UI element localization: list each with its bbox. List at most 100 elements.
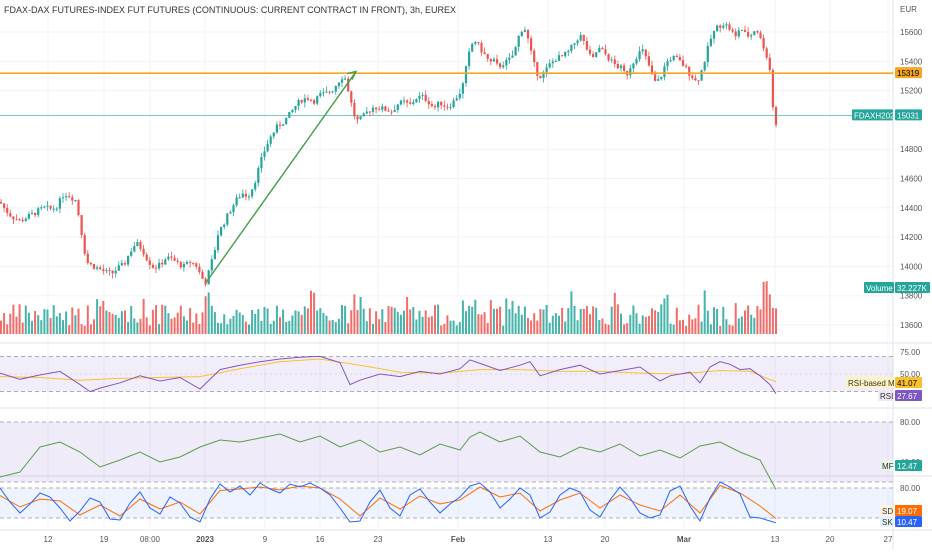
candle-body	[37, 208, 40, 216]
candle-body	[40, 207, 43, 209]
candle-body	[452, 100, 455, 108]
candle-body	[598, 47, 601, 53]
candle-body	[86, 253, 89, 264]
volume-bar	[279, 317, 281, 334]
candle-body	[96, 267, 99, 269]
volume-bar	[682, 319, 684, 334]
candle-body	[424, 94, 427, 102]
candle-body	[771, 70, 774, 108]
x-axis-label: 13	[544, 535, 553, 544]
volume-bar	[127, 321, 130, 334]
candle-body	[756, 31, 759, 33]
candle-body	[396, 104, 399, 110]
candle-body	[325, 91, 328, 93]
volume-bar	[322, 312, 325, 334]
volume-bar	[139, 318, 142, 334]
x-axis-label: 08:00	[140, 535, 161, 544]
contract-name-tag: FDAXH2023	[852, 109, 899, 121]
candle-body	[15, 219, 18, 221]
candle-body	[623, 65, 626, 71]
volume-bar	[685, 325, 688, 334]
price-candles[interactable]	[0, 21, 778, 287]
candle-body	[347, 78, 350, 92]
candle-body	[278, 124, 282, 126]
volume-bar	[564, 321, 567, 334]
candle-body	[511, 55, 514, 58]
volume-bar	[71, 307, 74, 334]
volume-bar	[285, 321, 288, 334]
volume-bar	[111, 313, 114, 334]
price-tick-label: 14800	[900, 145, 923, 154]
candle-body	[27, 213, 30, 219]
sd-name-tag: SD	[880, 505, 894, 516]
volume-bar	[492, 308, 495, 334]
volume-bar	[626, 323, 629, 334]
candle-body	[542, 72, 545, 78]
rsi-value-tag-box	[895, 390, 922, 401]
volume-bar	[372, 323, 374, 334]
candle-body	[204, 278, 207, 285]
candle-body	[58, 198, 61, 209]
volume-bar	[449, 320, 452, 334]
volume-bar	[753, 317, 756, 334]
volume-bar	[657, 311, 660, 334]
volume-bar	[220, 323, 223, 334]
x-axis-label: 20	[826, 535, 835, 544]
candle-body	[192, 262, 195, 264]
candle-body	[3, 203, 6, 208]
volume-bar	[558, 315, 560, 334]
candle-body	[378, 109, 381, 111]
mf-name-tag-text: MF	[882, 462, 894, 471]
level-15031-tag: 15031	[895, 109, 922, 121]
candle-body	[694, 78, 697, 81]
volume-bar	[96, 299, 99, 334]
candle-body	[554, 60, 557, 62]
candle-body	[235, 197, 238, 206]
sk-name-tag-box	[880, 516, 894, 527]
volume-bar	[775, 308, 777, 334]
volume-bar	[40, 320, 43, 334]
volume-bar	[477, 314, 480, 334]
volume-bar	[461, 300, 464, 334]
volume-bar	[58, 313, 61, 334]
candle-body	[371, 107, 375, 112]
candle-body	[716, 25, 719, 32]
volume-bar	[49, 318, 52, 334]
volume-bar	[415, 319, 418, 334]
volume-value-tag: 32.227K	[895, 282, 930, 293]
volume-bar	[294, 310, 297, 334]
volume-bar	[347, 323, 350, 334]
candle-body	[80, 215, 83, 235]
volume-bar	[248, 324, 250, 334]
volume-bar	[654, 310, 657, 334]
volume-bar	[489, 300, 492, 334]
candle-body	[731, 29, 734, 32]
candle-body	[743, 29, 747, 32]
candle-body	[127, 255, 130, 265]
volume-bar	[554, 313, 557, 334]
sd-value-tag: 19.07	[895, 505, 922, 516]
volume-bar	[666, 294, 669, 334]
volume-bar	[263, 306, 266, 334]
volume-bar	[238, 312, 241, 334]
candle-body	[409, 102, 412, 104]
level-15031-tag-box	[895, 109, 922, 121]
volume-bar	[204, 296, 207, 334]
volume-bar	[579, 308, 582, 334]
candle-body	[390, 111, 393, 113]
candle-body	[46, 205, 49, 207]
volume-bar	[362, 308, 365, 334]
candle-body	[654, 74, 657, 81]
candle-body	[263, 151, 266, 158]
volume-bar	[77, 308, 80, 334]
x-axis-label: 9	[263, 535, 268, 544]
candle-body	[545, 67, 548, 73]
candle-body	[666, 61, 669, 67]
volume-bar	[167, 313, 170, 334]
candle-body	[99, 267, 102, 270]
volume-bar	[161, 304, 164, 334]
candle-body	[588, 49, 592, 54]
